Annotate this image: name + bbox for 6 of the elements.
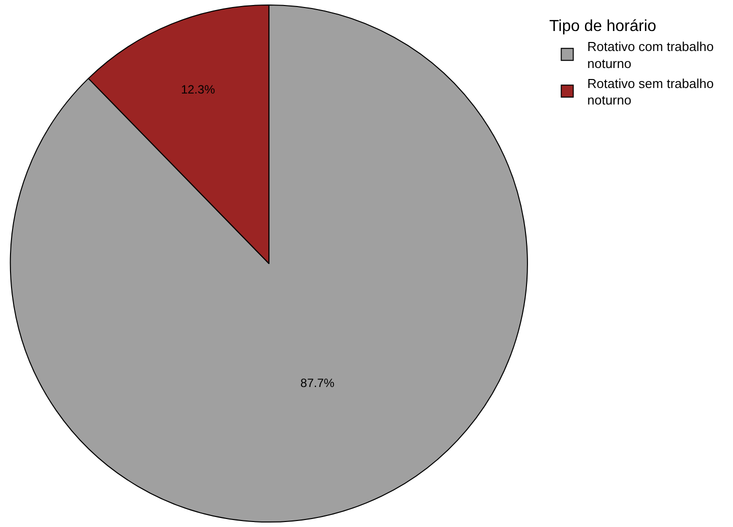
legend-label: Rotativo sem trabalho noturno <box>587 76 714 108</box>
data-label: 12.3% <box>180 82 216 97</box>
data-label: 87.7% <box>300 376 335 390</box>
pie-slice <box>10 4 528 522</box>
legend-label: Rotativo com trabalho noturno <box>587 38 714 71</box>
legend-title: Tipo de horário <box>549 18 656 35</box>
